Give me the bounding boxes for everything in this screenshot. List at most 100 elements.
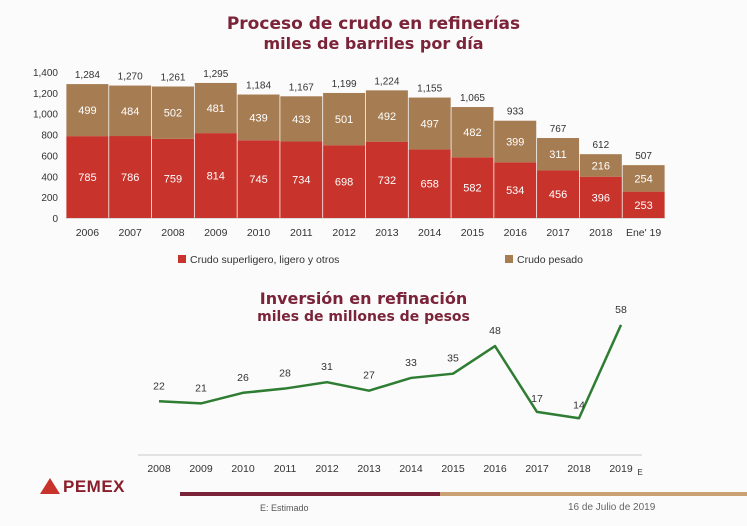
bar-chart: 0 200 400 600 800 1,000 1,200 1,400 785 499 1,284 2… bbox=[33, 68, 665, 266]
line-data-label: 28 bbox=[279, 368, 291, 380]
line-data-label: 33 bbox=[405, 357, 417, 369]
bar-light bbox=[194, 133, 237, 218]
x-tick-label: 2014 bbox=[399, 463, 423, 475]
bar-heavy-label: 501 bbox=[335, 114, 353, 126]
line-data-label: 21 bbox=[195, 382, 207, 394]
x-tick-label: 2015 bbox=[441, 463, 465, 475]
footer-rule-gold bbox=[440, 492, 747, 496]
bar-heavy-label: 399 bbox=[506, 137, 524, 149]
bar-light-label: 786 bbox=[121, 172, 139, 184]
x-tick-label: 2011 bbox=[274, 463, 297, 475]
bar-total-label: 612 bbox=[592, 140, 609, 151]
x-tick-label: 2015 bbox=[461, 227, 485, 239]
bar-light-label: 396 bbox=[592, 192, 610, 204]
bar-light bbox=[66, 136, 109, 218]
bar-total-label: 1,167 bbox=[289, 82, 314, 93]
x-tick-label: 2016 bbox=[504, 227, 528, 239]
bar-light bbox=[323, 145, 366, 218]
bar-heavy-label: 216 bbox=[592, 160, 610, 172]
x-tick-label: 2017 bbox=[546, 227, 570, 239]
legend-label: Crudo superligero, ligero y otros bbox=[190, 254, 339, 266]
line-data-label: 27 bbox=[363, 370, 375, 382]
bar-light-label: 534 bbox=[506, 185, 524, 197]
bar-total-label: 1,184 bbox=[246, 81, 271, 92]
bar-total-label: 933 bbox=[507, 107, 524, 118]
bar-light bbox=[537, 170, 580, 218]
footer-date: 16 de Julio de 2019 bbox=[568, 502, 656, 513]
footer-rule-maroon bbox=[180, 492, 440, 496]
bar-heavy-label: 499 bbox=[78, 105, 96, 117]
bar-heavy bbox=[579, 154, 622, 177]
bar-chart-title-line1: Proceso de crudo en refinerías bbox=[226, 14, 521, 34]
bar-light bbox=[151, 138, 194, 218]
bar-chart-title-line2: miles de barriles por día bbox=[263, 34, 484, 53]
bar-heavy-label: 497 bbox=[420, 118, 438, 130]
legend-swatch bbox=[178, 255, 186, 263]
bar-light-label: 456 bbox=[549, 189, 567, 201]
x-tick-label: 2017 bbox=[525, 463, 549, 475]
pemex-logo-text: PEMEX bbox=[63, 477, 126, 496]
bar-light bbox=[494, 162, 537, 218]
bar-total-label: 1,155 bbox=[417, 84, 442, 95]
bar-light bbox=[365, 141, 408, 218]
y-tick-label: 1,000 bbox=[33, 110, 58, 121]
line-data-label: 17 bbox=[531, 393, 543, 405]
line-data-label: 48 bbox=[489, 325, 501, 337]
bar-light-label: 658 bbox=[420, 179, 438, 191]
x-tick-label: 2012 bbox=[332, 227, 356, 239]
bar-light bbox=[622, 191, 665, 218]
bar-heavy-label: 502 bbox=[164, 108, 182, 120]
bar-heavy-label: 482 bbox=[463, 127, 481, 139]
y-tick-label: 1,400 bbox=[33, 68, 58, 79]
x-tick-label: 2009 bbox=[204, 227, 228, 239]
bar-total-label: 1,199 bbox=[332, 79, 357, 90]
bar-total-label: 1,295 bbox=[203, 69, 228, 80]
x-tick-label: 2018 bbox=[589, 227, 613, 239]
bar-light-label: 582 bbox=[463, 183, 481, 195]
bar-light bbox=[579, 176, 622, 218]
bar-heavy bbox=[537, 138, 580, 171]
line-chart-title-line1: Inversión en refinación bbox=[259, 289, 468, 308]
x-tick-label: 2018 bbox=[567, 463, 591, 475]
bar-heavy-label: 492 bbox=[378, 111, 396, 123]
x-tick-label: 2010 bbox=[247, 227, 271, 239]
x-tick-label: 2006 bbox=[76, 227, 100, 239]
y-tick-label: 0 bbox=[52, 214, 58, 225]
bar-light bbox=[408, 149, 451, 218]
x-tick-label: 2013 bbox=[375, 227, 399, 239]
x-tick-label: Ene' 19 bbox=[626, 227, 661, 239]
bar-light-label: 745 bbox=[249, 174, 267, 186]
bar-light bbox=[280, 141, 323, 218]
y-tick-label: 600 bbox=[41, 151, 58, 162]
line-data-label: 14 bbox=[573, 399, 585, 411]
bar-heavy bbox=[622, 165, 665, 192]
x-tick-label: 2008 bbox=[161, 227, 185, 239]
bar-heavy-label: 481 bbox=[207, 103, 225, 115]
bar-light bbox=[451, 157, 494, 218]
bar-light-label: 698 bbox=[335, 177, 353, 189]
bar-heavy bbox=[280, 96, 323, 142]
line-data-label: 31 bbox=[321, 361, 333, 373]
bar-heavy-label: 439 bbox=[249, 112, 267, 124]
bar-light-label: 253 bbox=[634, 200, 652, 212]
bar-heavy bbox=[109, 85, 152, 137]
bar-heavy-label: 311 bbox=[549, 149, 567, 161]
x-tick-label: 2019 bbox=[609, 463, 633, 475]
x-tick-label: 2013 bbox=[357, 463, 381, 475]
x-tick-label: 2011 bbox=[290, 227, 313, 239]
x-tick-label: 2016 bbox=[483, 463, 507, 475]
pemex-logo: PEMEX bbox=[40, 477, 125, 497]
line-data-label: 35 bbox=[447, 353, 459, 365]
x-tick-suffix: E bbox=[637, 468, 642, 477]
x-tick-label: 2010 bbox=[231, 463, 255, 475]
legend-swatch bbox=[505, 255, 513, 263]
bar-heavy bbox=[237, 94, 280, 141]
bar-light bbox=[237, 140, 280, 218]
bar-heavy bbox=[451, 107, 494, 158]
legend-label: Crudo pesado bbox=[517, 254, 583, 266]
x-tick-label: 2014 bbox=[418, 227, 442, 239]
x-tick-label: 2009 bbox=[189, 463, 213, 475]
bar-light-label: 785 bbox=[78, 172, 96, 184]
x-tick-label: 2008 bbox=[147, 463, 171, 475]
bar-heavy-label: 254 bbox=[634, 173, 652, 185]
